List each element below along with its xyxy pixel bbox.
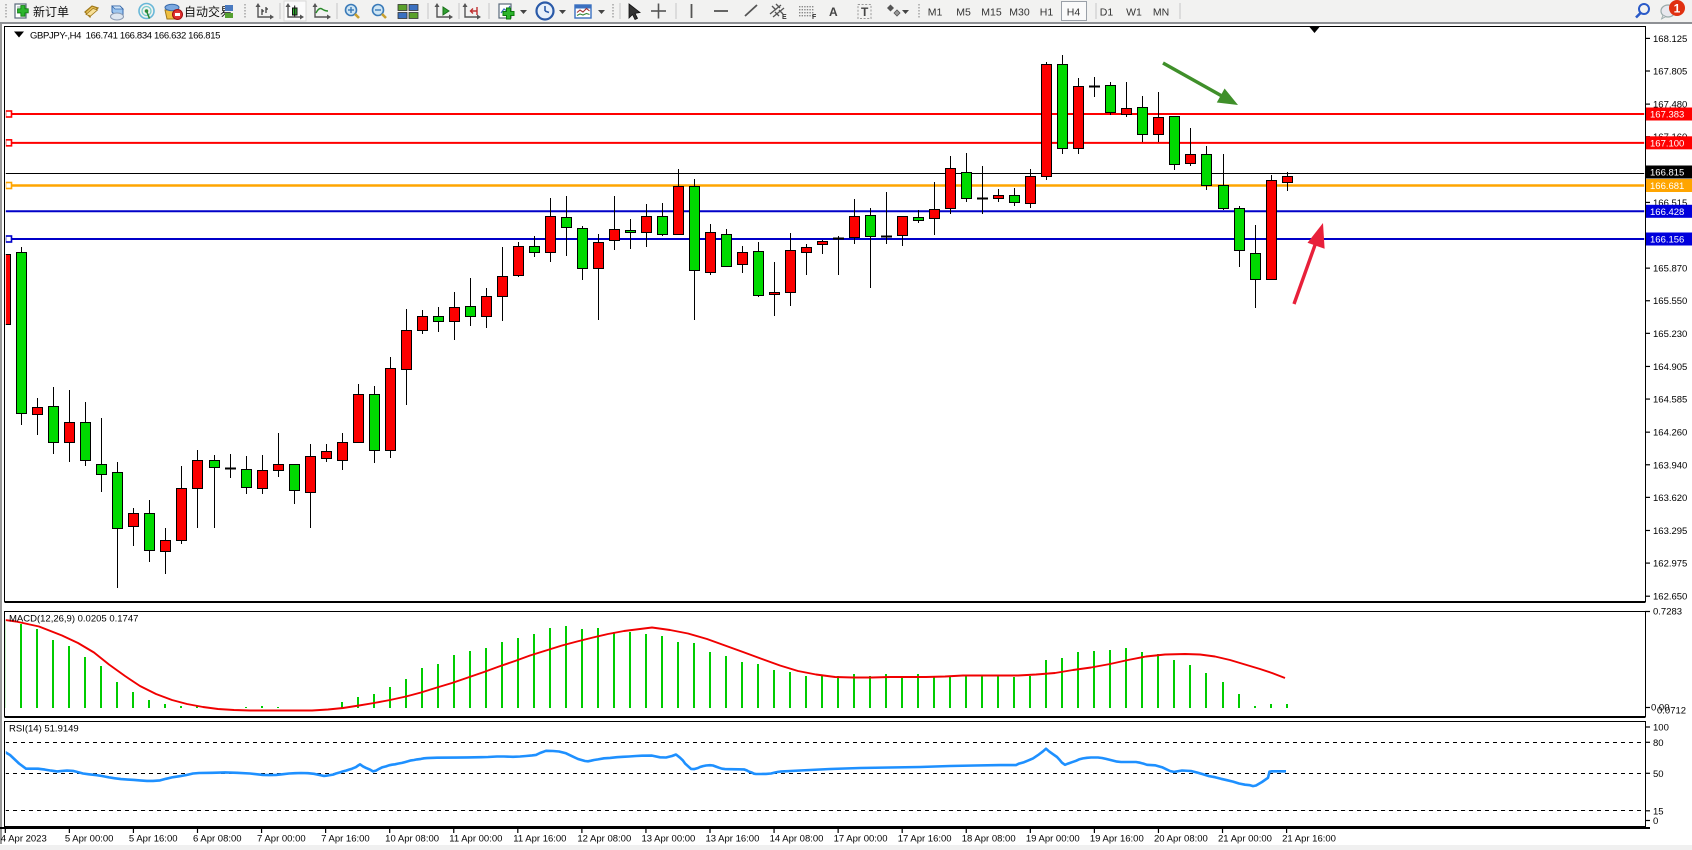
svg-text:MACD(12,26,9) 0.0205 0.1747: MACD(12,26,9) 0.0205 0.1747 xyxy=(9,614,138,625)
svg-text:RSI(14) 51.9149: RSI(14) 51.9149 xyxy=(9,724,79,735)
svg-text:21 Apr 16:00: 21 Apr 16:00 xyxy=(1282,834,1336,845)
svg-text:163.295: 163.295 xyxy=(1653,526,1687,537)
svg-text:167.100: 167.100 xyxy=(1650,138,1684,149)
svg-text:5 Apr 00:00: 5 Apr 00:00 xyxy=(65,834,114,845)
svg-text:0.7283: 0.7283 xyxy=(1653,607,1682,618)
svg-text:11 Apr 16:00: 11 Apr 16:00 xyxy=(513,834,566,845)
svg-text:164.905: 164.905 xyxy=(1653,362,1687,373)
svg-text:21 Apr 00:00: 21 Apr 00:00 xyxy=(1218,834,1272,845)
svg-text:T: T xyxy=(861,5,869,19)
svg-text:80: 80 xyxy=(1653,738,1664,749)
svg-text:19 Apr 16:00: 19 Apr 16:00 xyxy=(1090,834,1144,845)
svg-text:M30: M30 xyxy=(1009,7,1030,19)
svg-text:165.230: 165.230 xyxy=(1653,329,1687,340)
svg-text:M15: M15 xyxy=(981,7,1002,19)
svg-text:M1: M1 xyxy=(928,7,943,19)
svg-text:165.550: 165.550 xyxy=(1653,296,1687,307)
svg-text:50: 50 xyxy=(1653,769,1664,780)
svg-text:17 Apr 00:00: 17 Apr 00:00 xyxy=(834,834,888,845)
svg-text:20 Apr 08:00: 20 Apr 08:00 xyxy=(1154,834,1208,845)
svg-text:10 Apr 08:00: 10 Apr 08:00 xyxy=(385,834,439,845)
svg-text:H1: H1 xyxy=(1040,7,1054,19)
svg-text:15: 15 xyxy=(1653,806,1664,817)
svg-text:M5: M5 xyxy=(956,7,971,19)
svg-text:11 Apr 00:00: 11 Apr 00:00 xyxy=(449,834,502,845)
svg-text:163.620: 163.620 xyxy=(1653,493,1687,504)
svg-text:5 Apr 16:00: 5 Apr 16:00 xyxy=(129,834,178,845)
svg-text:A: A xyxy=(829,5,838,19)
svg-text:164.585: 164.585 xyxy=(1653,395,1687,406)
svg-text:H4: H4 xyxy=(1067,7,1081,19)
svg-text:19 Apr 00:00: 19 Apr 00:00 xyxy=(1026,834,1080,845)
svg-text:168.125: 168.125 xyxy=(1653,34,1687,45)
svg-text:166.428: 166.428 xyxy=(1650,207,1684,218)
svg-text:13 Apr 00:00: 13 Apr 00:00 xyxy=(641,834,695,845)
svg-text:100: 100 xyxy=(1653,723,1669,734)
svg-text:0.00: 0.00 xyxy=(1651,703,1670,714)
svg-text:13 Apr 16:00: 13 Apr 16:00 xyxy=(706,834,760,845)
svg-text:166.681: 166.681 xyxy=(1650,181,1684,192)
svg-text:W1: W1 xyxy=(1126,7,1142,19)
svg-text:1: 1 xyxy=(1674,2,1681,16)
svg-text:166.515: 166.515 xyxy=(1653,198,1687,209)
svg-text:GBPJPY-,H4 166.741 166.834 16: GBPJPY-,H4 166.741 166.834 166.632 166.8… xyxy=(30,31,220,42)
svg-text:166.815: 166.815 xyxy=(1650,168,1684,179)
svg-text:167.805: 167.805 xyxy=(1653,67,1687,78)
svg-text:167.383: 167.383 xyxy=(1650,110,1684,121)
svg-text:162.650: 162.650 xyxy=(1653,592,1687,603)
svg-text:0: 0 xyxy=(1653,816,1658,827)
svg-text:6 Apr 08:00: 6 Apr 08:00 xyxy=(193,834,242,845)
svg-text:D1: D1 xyxy=(1100,7,1114,19)
svg-text:7 Apr 16:00: 7 Apr 16:00 xyxy=(321,834,370,845)
svg-text:4 Apr 2023: 4 Apr 2023 xyxy=(1,834,47,845)
svg-text:163.940: 163.940 xyxy=(1653,460,1687,471)
svg-text:164.260: 164.260 xyxy=(1653,428,1687,439)
svg-text:14 Apr 08:00: 14 Apr 08:00 xyxy=(770,834,824,845)
svg-text:17 Apr 16:00: 17 Apr 16:00 xyxy=(898,834,952,845)
svg-text:F: F xyxy=(812,14,817,21)
svg-text:166.156: 166.156 xyxy=(1650,235,1684,246)
svg-text:E: E xyxy=(782,14,787,21)
svg-text:167.480: 167.480 xyxy=(1653,100,1687,111)
svg-text:自动交易: 自动交易 xyxy=(184,4,232,19)
svg-text:7 Apr 00:00: 7 Apr 00:00 xyxy=(257,834,306,845)
svg-text:18 Apr 08:00: 18 Apr 08:00 xyxy=(962,834,1016,845)
svg-text:12 Apr 08:00: 12 Apr 08:00 xyxy=(577,834,631,845)
svg-text:新订单: 新订单 xyxy=(33,4,69,19)
svg-text:MN: MN xyxy=(1153,7,1169,19)
svg-text:0.0712: 0.0712 xyxy=(1657,706,1686,717)
svg-text:162.975: 162.975 xyxy=(1653,559,1687,570)
svg-text:165.870: 165.870 xyxy=(1653,264,1687,275)
